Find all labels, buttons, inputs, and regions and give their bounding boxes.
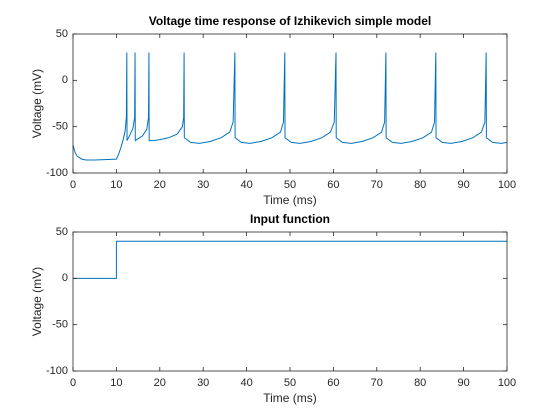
x-tick-label: 70: [371, 179, 383, 191]
x-tick-label: 0: [70, 377, 76, 389]
x-tick-label: 60: [327, 179, 339, 191]
x-tick-label: 100: [498, 377, 516, 389]
x-tick-label: 30: [197, 179, 209, 191]
y-tick-label: -50: [52, 319, 68, 331]
data-line: [73, 240, 507, 279]
x-tick-label: 10: [110, 377, 122, 389]
x-tick-label: 20: [154, 377, 166, 389]
y-tick-label: 0: [62, 74, 68, 86]
data-line: [72, 52, 508, 161]
y-tick-label: 0: [62, 272, 68, 284]
x-axis-label: Time (ms): [263, 193, 317, 207]
y-tick-label: -100: [46, 365, 68, 377]
chart-title: Input function: [250, 212, 330, 226]
x-tick-label: 0: [70, 179, 76, 191]
x-tick-label: 70: [371, 377, 383, 389]
x-tick-label: 100: [498, 179, 516, 191]
y-tick-label: 50: [56, 226, 68, 238]
x-tick-label: 40: [240, 179, 252, 191]
x-tick-label: 90: [457, 179, 469, 191]
x-tick-label: 50: [284, 377, 296, 389]
axes-background: [73, 34, 507, 173]
x-tick-label: 50: [284, 179, 296, 191]
x-tick-label: 60: [327, 377, 339, 389]
chart-title: Voltage time response of Izhikevich simp…: [149, 14, 432, 28]
x-tick-label: 10: [110, 179, 122, 191]
x-tick-label: 20: [154, 179, 166, 191]
x-tick-label: 80: [414, 179, 426, 191]
x-tick-label: 90: [457, 377, 469, 389]
x-tick-label: 80: [414, 377, 426, 389]
x-axis-label: Time (ms): [263, 391, 317, 405]
y-tick-label: -50: [52, 121, 68, 133]
x-tick-label: 30: [197, 377, 209, 389]
y-tick-label: 50: [56, 28, 68, 40]
y-axis-label: Voltage (mV): [30, 69, 44, 138]
x-tick-label: 40: [240, 377, 252, 389]
y-axis-label: Voltage (mV): [30, 267, 44, 336]
axes-background: [73, 232, 507, 371]
y-tick-label: -100: [46, 167, 68, 179]
